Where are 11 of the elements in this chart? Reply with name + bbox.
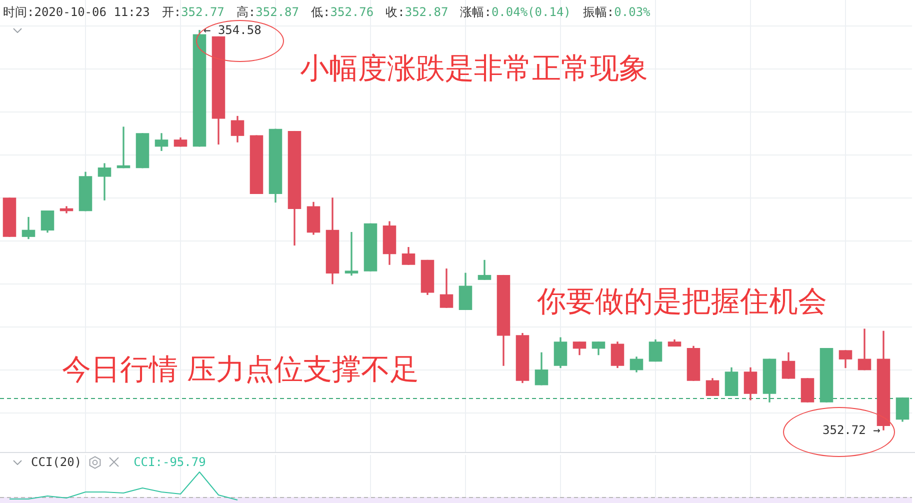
annotation: ← 354.58 [204,22,262,38]
text: CCI:-95.79 [134,454,206,470]
annotation: 小幅度涨跌是非常正常现象 [300,51,648,85]
candlestick [98,163,112,200]
annotation: 352.72 → [822,422,880,438]
candlestick [478,260,492,280]
chart-title: CCI(20) [31,454,82,470]
chart-title: 时间:2020-10-06 11:23 开:352.77 高:352.87 低:352.76 收:352.87 涨幅:0.04%(0.14) 振幅:0.03% [3,5,650,19]
annotation: 今日行情 压力点位支撑不足 [62,352,420,386]
candlestick [344,232,358,276]
annotation: 你要做的是把握住机会 [537,284,827,318]
